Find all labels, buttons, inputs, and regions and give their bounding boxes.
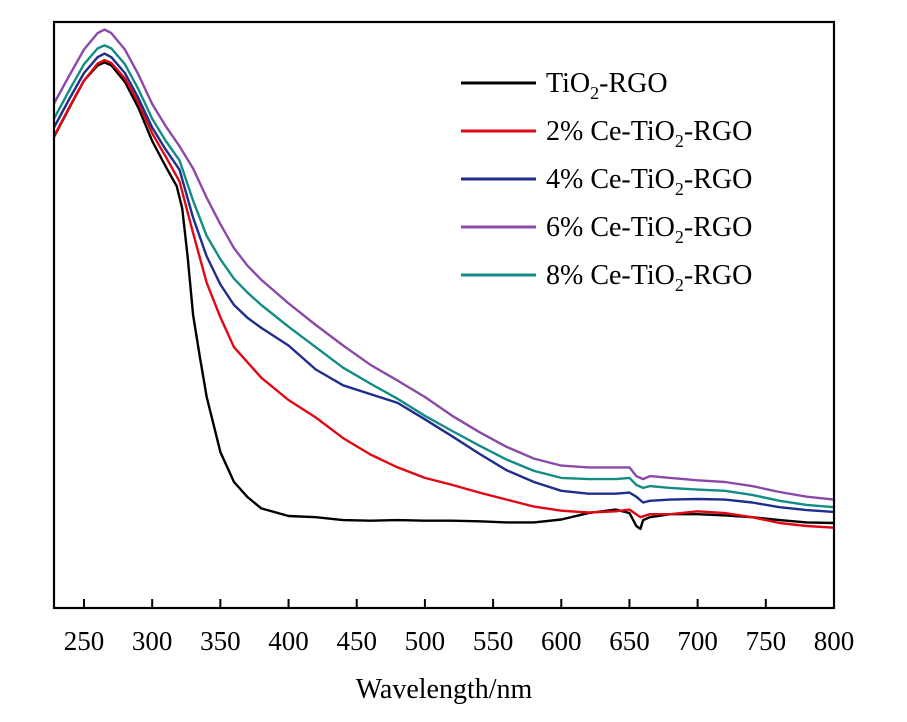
series-4 <box>52 44 835 509</box>
legend-item: 6% Ce-TiO2-RGO <box>461 212 752 247</box>
x-tick-label: 800 <box>814 626 855 656</box>
x-tick-label: 250 <box>64 626 105 656</box>
x-ticks: 250 300 350 400 450 500 550 600 650 700 750 800 <box>64 599 855 656</box>
plot-frame <box>52 20 836 610</box>
x-tick-label: 650 <box>609 626 650 656</box>
legend-label: 2% Ce-TiO2-RGO <box>546 116 752 151</box>
legend: TiO2-RGO 2% Ce-TiO2-RGO 4% Ce-TiO2-RGO 6% C… <box>461 68 752 295</box>
legend-item: TiO2-RGO <box>461 68 668 103</box>
x-tick-label: 600 <box>541 626 582 656</box>
legend-item: 8% Ce-TiO2-RGO <box>461 260 752 295</box>
x-tick-label: 300 <box>132 626 173 656</box>
x-tick-label: 550 <box>473 626 514 656</box>
x-tick-label: 500 <box>405 626 446 656</box>
x-tick-label: 400 <box>268 626 309 656</box>
x-tick-label: 750 <box>746 626 787 656</box>
x-tick-label: 450 <box>336 626 377 656</box>
legend-label: 6% Ce-TiO2-RGO <box>546 212 752 247</box>
legend-label: 8% Ce-TiO2-RGO <box>546 260 752 295</box>
legend-item: 2% Ce-TiO2-RGO <box>461 116 752 151</box>
x-axis-title: Wavelength/nm <box>356 674 533 705</box>
legend-label: TiO2-RGO <box>546 68 668 103</box>
legend-label: 4% Ce-TiO2-RGO <box>546 164 752 199</box>
x-tick-label: 700 <box>677 626 718 656</box>
series-layer <box>52 28 835 531</box>
x-tick-label: 350 <box>200 626 241 656</box>
legend-item: 4% Ce-TiO2-RGO <box>461 164 752 199</box>
